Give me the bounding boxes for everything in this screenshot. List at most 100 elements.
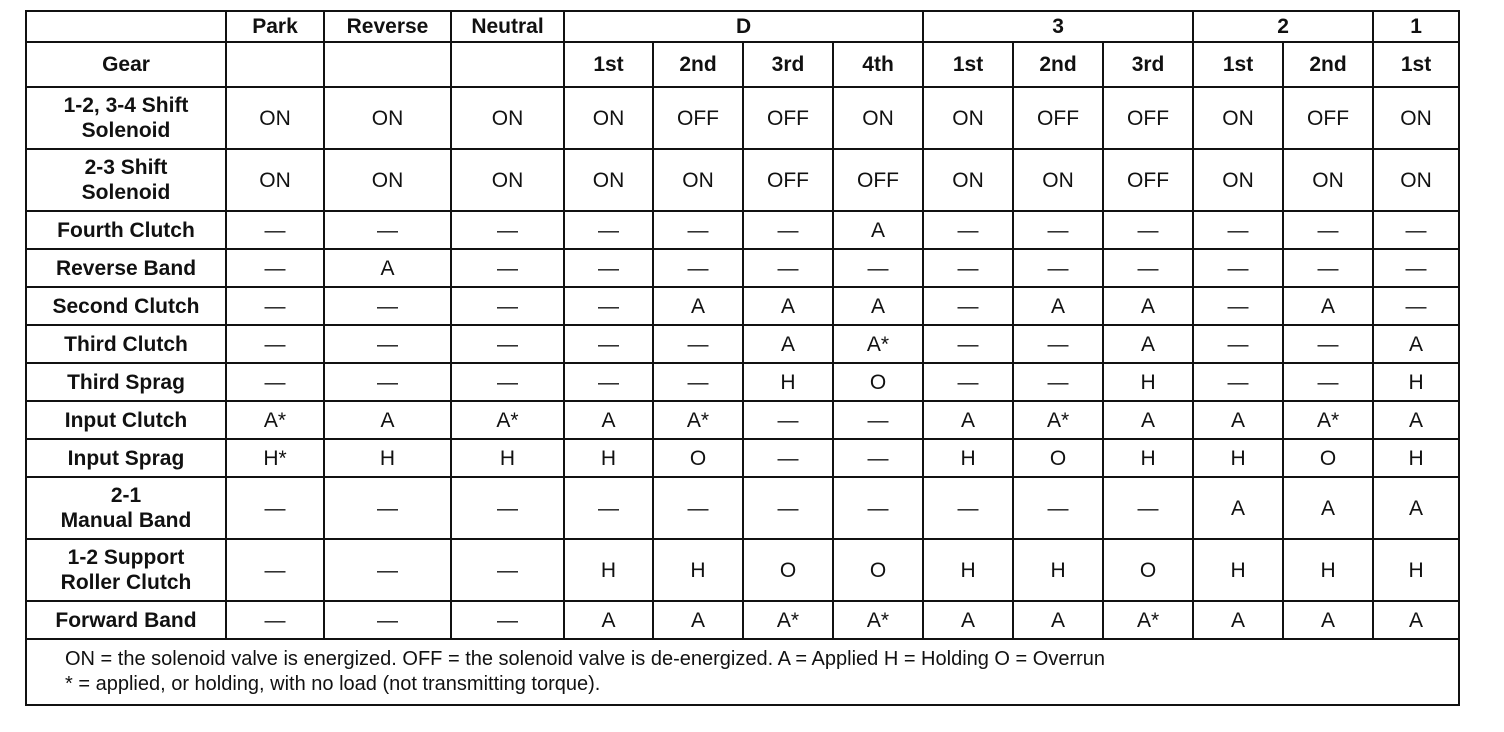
cell: H xyxy=(652,538,744,602)
cell: — xyxy=(1372,286,1461,326)
cell: — xyxy=(1192,248,1285,288)
cell: ON xyxy=(1192,86,1285,150)
cell: — xyxy=(922,362,1015,402)
cell: OFF xyxy=(652,86,744,150)
cell: — xyxy=(1012,324,1105,364)
cell: — xyxy=(1192,362,1285,402)
table-row: Third Clutch — — — — — A A* — — A — — A xyxy=(25,324,1461,364)
cell: A xyxy=(831,210,925,250)
cell: — xyxy=(1282,210,1375,250)
cell: O xyxy=(831,362,925,402)
gear-header: 1st xyxy=(1372,41,1461,88)
row-label: Input Clutch xyxy=(25,400,227,440)
cell: — xyxy=(831,400,925,440)
gear-table: Park Reverse Neutral D 3 2 1 Gear 1st 2nd 3rd 4th 1s… xyxy=(24,10,1461,706)
cell: — xyxy=(563,210,654,250)
row-label: Second Clutch xyxy=(25,286,227,326)
cell: H xyxy=(1372,362,1461,402)
cell: H xyxy=(1192,438,1285,478)
table-row: Park Reverse Neutral D 3 2 1 xyxy=(25,10,1461,43)
cell: A xyxy=(652,600,744,640)
cell: — xyxy=(1372,210,1461,250)
cell: A xyxy=(1102,400,1195,440)
cell: ON xyxy=(225,86,325,150)
cell: — xyxy=(922,476,1015,540)
cell: A xyxy=(742,286,834,326)
range-header: D xyxy=(562,10,925,43)
cell: A xyxy=(652,286,744,326)
cell: — xyxy=(450,324,565,364)
cell: O xyxy=(1012,438,1105,478)
cell: A* xyxy=(1282,400,1375,440)
cell: H xyxy=(1372,538,1461,602)
cell: OFF xyxy=(831,148,925,212)
cell: — xyxy=(323,362,452,402)
table-row: Gear 1st 2nd 3rd 4th 1st 2nd 3rd 1st 2nd 1st xyxy=(25,41,1461,88)
cell: — xyxy=(450,476,565,540)
cell: — xyxy=(652,476,744,540)
table-row: 2-3 Shift Solenoid ON ON ON ON ON OFF OFF ON ON OFF… xyxy=(25,148,1461,212)
cell: O xyxy=(652,438,744,478)
cell: H xyxy=(450,438,565,478)
cell: — xyxy=(323,324,452,364)
corner-cell xyxy=(25,10,227,43)
cell: H xyxy=(1102,362,1195,402)
cell: A xyxy=(831,286,925,326)
cell: A xyxy=(563,600,654,640)
table-row: 1-2, 3-4 Shift Solenoid ON ON ON ON OFF OFF ON ON… xyxy=(25,86,1461,150)
cell: H xyxy=(563,438,654,478)
gear-header: 4th xyxy=(831,41,925,88)
gear-header: 2nd xyxy=(1012,41,1105,88)
row-label: Reverse Band xyxy=(25,248,227,288)
cell: — xyxy=(225,362,325,402)
empty-cell xyxy=(323,41,452,88)
row-label-line: Solenoid xyxy=(81,119,171,142)
cell: H xyxy=(1102,438,1195,478)
cell: OFF xyxy=(1102,148,1195,212)
table-row: Third Sprag — — — — — H O — — H — — H xyxy=(25,362,1461,402)
cell: A xyxy=(323,248,452,288)
cell: — xyxy=(450,248,565,288)
cell: ON xyxy=(922,148,1015,212)
cell: — xyxy=(563,476,654,540)
cell: — xyxy=(1102,248,1195,288)
row-label-line: Third Sprag xyxy=(67,370,185,394)
cell: A xyxy=(1192,400,1285,440)
cell: — xyxy=(450,210,565,250)
cell: A xyxy=(1282,476,1375,540)
cell: O xyxy=(1102,538,1195,602)
row-label: Forward Band xyxy=(25,600,227,640)
cell: A xyxy=(922,600,1015,640)
cell: — xyxy=(1282,324,1375,364)
cell: — xyxy=(563,324,654,364)
cell: A xyxy=(1282,600,1375,640)
cell: — xyxy=(450,286,565,326)
cell: — xyxy=(831,248,925,288)
cell: A xyxy=(1372,324,1461,364)
row-label: 1-2, 3-4 Shift Solenoid xyxy=(25,86,227,150)
cell: ON xyxy=(922,86,1015,150)
cell: ON xyxy=(1372,148,1461,212)
cell: — xyxy=(742,476,834,540)
cell: — xyxy=(652,324,744,364)
cell: A* xyxy=(831,600,925,640)
cell: ON xyxy=(323,148,452,212)
cell: — xyxy=(742,400,834,440)
cell: — xyxy=(563,286,654,326)
cell: — xyxy=(922,324,1015,364)
cell: — xyxy=(1192,324,1285,364)
legend-note: ON = the solenoid valve is energized. OF… xyxy=(24,638,1461,706)
gear-header: 3rd xyxy=(1102,41,1195,88)
row-label-line: 1-2 Support xyxy=(67,546,185,569)
cell: — xyxy=(225,476,325,540)
table-row: Fourth Clutch — — — — — — A — — — — — — xyxy=(25,210,1461,250)
cell: ON xyxy=(1372,86,1461,150)
cell: ON xyxy=(1012,148,1105,212)
cell: A* xyxy=(652,400,744,440)
cell: A* xyxy=(450,400,565,440)
row-label-line: Input Clutch xyxy=(64,408,188,432)
table-row: Reverse Band — A — — — — — — — — — — — xyxy=(25,248,1461,288)
gear-header: 3rd xyxy=(742,41,834,88)
cell: — xyxy=(450,600,565,640)
cell: ON xyxy=(563,86,654,150)
